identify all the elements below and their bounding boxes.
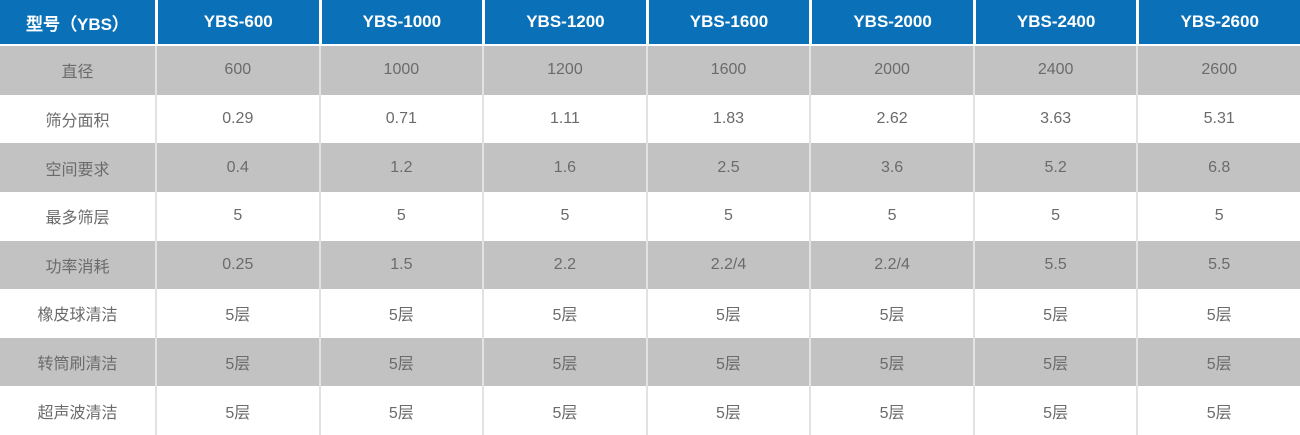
table-cell: 5层 bbox=[645, 337, 810, 387]
table-cell: 5 bbox=[155, 191, 319, 241]
row-label: 转筒刷清洁 bbox=[37, 356, 118, 374]
table-cell: 1.2 bbox=[318, 143, 483, 192]
table-row-screening-area: 筛分面积 0.29 0.71 1.11 1.83 2.62 3.63 5.31 bbox=[0, 94, 1300, 144]
table-cell: 2000 bbox=[809, 46, 973, 95]
table-row-space-requirement: 空间要求 0.4 1.2 1.6 2.5 3.6 5.2 6.8 bbox=[0, 143, 1300, 192]
table-cell: 5层 bbox=[318, 337, 483, 387]
table-cell: 1.5 bbox=[318, 240, 483, 290]
table-cell: 0.71 bbox=[318, 94, 483, 144]
table-cell: 1200 bbox=[482, 46, 646, 95]
table-cell: 3.63 bbox=[972, 94, 1137, 144]
table-row-ultrasonic-cleaning: 超声波清洁 5层 5层 5层 5层 5层 5层 5层 bbox=[0, 386, 1300, 435]
table-cell: 5层 bbox=[972, 386, 1137, 435]
table-cell: 2400 bbox=[972, 46, 1137, 95]
table-cell: 1000 bbox=[318, 46, 483, 95]
table-cell: 1600 bbox=[645, 46, 810, 95]
table-cell: 5层 bbox=[318, 289, 483, 338]
table-row-max-layers: 最多筛层 5 5 5 5 5 5 5 bbox=[0, 191, 1300, 241]
table-cell: 5层 bbox=[318, 386, 483, 435]
table-header-row: 型号（YBS） YBS-600 YBS-1000 YBS-1200 YBS-16… bbox=[0, 0, 1300, 46]
header-cell-ybs-1000: YBS-1000 bbox=[318, 0, 483, 44]
table-cell: 5 bbox=[318, 191, 483, 241]
row-label: 直径 bbox=[61, 64, 94, 82]
table-cell: 5层 bbox=[972, 337, 1137, 387]
table-cell: 0.25 bbox=[155, 240, 319, 290]
row-label: 超声波清洁 bbox=[37, 404, 118, 422]
table-cell: 2.2 bbox=[482, 240, 646, 290]
header-cell-ybs-1600: YBS-1600 bbox=[645, 0, 810, 44]
table-cell: 5层 bbox=[645, 386, 810, 435]
header-cell-ybs-2600: YBS-2600 bbox=[1136, 0, 1300, 44]
table-row-power-consumption: 功率消耗 0.25 1.5 2.2 2.2/4 2.2/4 5.5 5.5 bbox=[0, 240, 1300, 290]
table-cell: 0.29 bbox=[155, 94, 319, 144]
table-cell: 5层 bbox=[1136, 337, 1300, 387]
table-cell: 2.2/4 bbox=[809, 240, 973, 290]
row-label: 橡皮球清洁 bbox=[37, 307, 118, 325]
row-label: 功率消耗 bbox=[45, 258, 110, 276]
table-cell: 5层 bbox=[482, 337, 646, 387]
table-cell: 2.2/4 bbox=[645, 240, 810, 290]
table-cell: 5层 bbox=[155, 289, 319, 338]
header-cell-ybs-2000: YBS-2000 bbox=[809, 0, 973, 44]
table-cell: 5层 bbox=[482, 386, 646, 435]
table-row-rubber-ball-cleaning: 橡皮球清洁 5层 5层 5层 5层 5层 5层 5层 bbox=[0, 289, 1300, 338]
table-cell: 5层 bbox=[482, 289, 646, 338]
table-cell: 5 bbox=[645, 191, 810, 241]
table-cell: 5 bbox=[482, 191, 646, 241]
table-cell: 1.11 bbox=[482, 94, 646, 144]
table-cell: 5层 bbox=[809, 337, 973, 387]
table-cell: 5层 bbox=[155, 386, 319, 435]
table-cell: 1.83 bbox=[645, 94, 810, 144]
table-cell: 5层 bbox=[1136, 289, 1300, 338]
table-cell: 5.5 bbox=[972, 240, 1137, 290]
table-row-rotary-brush-cleaning: 转筒刷清洁 5层 5层 5层 5层 5层 5层 5层 bbox=[0, 337, 1300, 387]
table-cell: 600 bbox=[155, 46, 319, 95]
table-cell: 0.4 bbox=[155, 143, 319, 192]
header-cell-model-label: 型号（YBS） bbox=[26, 14, 129, 34]
table-cell: 5 bbox=[809, 191, 973, 241]
header-cell-ybs-600: YBS-600 bbox=[155, 0, 319, 44]
table-cell: 5层 bbox=[809, 289, 973, 338]
table-cell: 3.6 bbox=[809, 143, 973, 192]
table-cell: 5 bbox=[972, 191, 1137, 241]
table-row-diameter: 直径 600 1000 1200 1600 2000 2400 2600 bbox=[0, 46, 1300, 95]
table-cell: 5.31 bbox=[1136, 94, 1300, 144]
row-label: 最多筛层 bbox=[45, 210, 110, 228]
row-label: 空间要求 bbox=[45, 161, 110, 179]
table-cell: 2600 bbox=[1136, 46, 1300, 95]
table-cell: 5层 bbox=[645, 289, 810, 338]
table-cell: 5层 bbox=[809, 386, 973, 435]
table-cell: 5 bbox=[1136, 191, 1300, 241]
header-cell-ybs-1200: YBS-1200 bbox=[482, 0, 646, 44]
table-cell: 2.5 bbox=[645, 143, 810, 192]
table-cell: 1.6 bbox=[482, 143, 646, 192]
table-cell: 5.5 bbox=[1136, 240, 1300, 290]
table-cell: 6.8 bbox=[1136, 143, 1300, 192]
table-cell: 5层 bbox=[972, 289, 1137, 338]
table-cell: 5.2 bbox=[972, 143, 1137, 192]
table-cell: 5层 bbox=[1136, 386, 1300, 435]
header-cell-ybs-2400: YBS-2400 bbox=[972, 0, 1137, 44]
table-cell: 5层 bbox=[155, 337, 319, 387]
table-cell: 2.62 bbox=[809, 94, 973, 144]
row-label: 筛分面积 bbox=[45, 112, 110, 130]
